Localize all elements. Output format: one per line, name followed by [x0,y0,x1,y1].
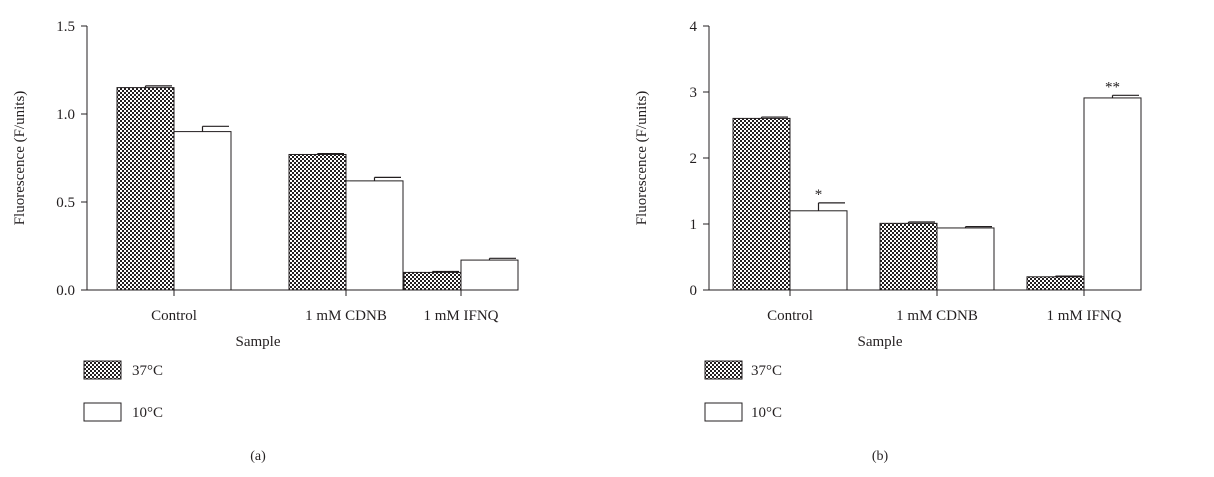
panel-label: (a) [250,449,266,464]
legend-label-10c: 10°C [751,405,782,421]
x-category-label: 1 mM CDNB [305,308,387,324]
y-tick-label: 0.0 [56,283,75,299]
bar-10c-2 [1083,97,1142,291]
bar-10c-2 [460,259,519,291]
x-category-label: Control [151,308,197,324]
bar-10c-1 [936,227,995,291]
legend-label-37c: 37°C [132,363,163,379]
legend-label-37c: 37°C [751,363,782,379]
bar-37c-0 [732,117,791,291]
y-tick-label: 1 [690,217,698,233]
y-tick-label: 1.5 [56,19,75,35]
bar-37c-1 [288,153,347,291]
y-tick-label: 2 [690,151,698,167]
x-category-label: Control [767,308,813,324]
legend-label-10c: 10°C [132,405,163,421]
legend-swatch-37c [704,360,743,380]
bar-37c-2 [1026,276,1085,291]
y-axis-label: Fluorescence (F/units) [634,91,650,226]
x-category-label: 1 mM IFNQ [1046,308,1121,324]
bar-37c-2 [403,271,462,291]
bar-37c-0 [116,87,175,291]
x-category-label: 1 mM CDNB [896,308,978,324]
x-category-label: 1 mM IFNQ [423,308,498,324]
panel-label: (b) [872,449,889,464]
bar-37c-1 [879,222,938,291]
bar-10c-1 [345,180,404,291]
chart-panel-b: 0 1 2 3 4 Fluorescence (F/units) * Control 1 mM … [634,19,1142,464]
significance-marker: ** [1105,79,1120,95]
y-tick-label: 0 [690,283,698,299]
x-axis-label: Sample [858,334,903,350]
legend-swatch-37c [83,360,122,380]
y-tick-label: 4 [690,19,698,35]
y-tick-label: 0.5 [56,195,75,211]
x-axis-label: Sample [236,334,281,350]
legend-swatch-10c [704,402,743,422]
y-tick-label: 1.0 [56,107,75,123]
y-tick-label: 3 [690,85,698,101]
chart-panel-a: 0.0 0.5 1.0 1.5 Fluorescence (F/units) Contro… [12,19,519,464]
bar-10c-0 [173,131,232,291]
significance-marker: * [815,187,823,203]
y-axis-label: Fluorescence (F/units) [12,91,28,226]
bar-10c-0 [789,210,848,291]
legend-swatch-10c [83,402,122,422]
